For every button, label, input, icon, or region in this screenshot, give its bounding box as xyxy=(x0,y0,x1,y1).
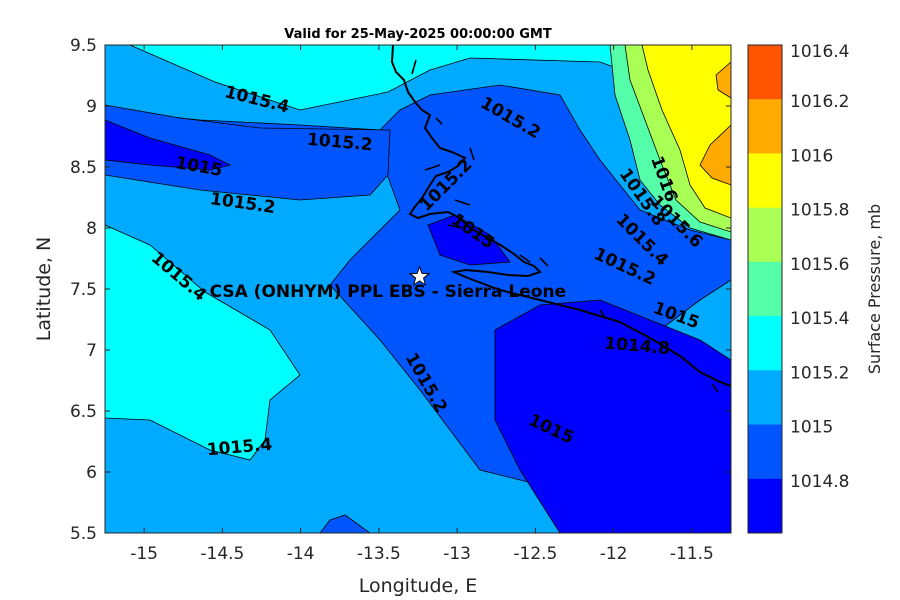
y-tick-label: 6 xyxy=(86,463,97,483)
y-tick-label: 8 xyxy=(86,219,97,239)
fill-1015-0-northwest xyxy=(105,104,391,201)
x-axis: -15 -14.5 -14 -13.5 -13 -12.5 -12 -11.5 xyxy=(130,45,714,564)
fill-1014-8-nw xyxy=(105,119,232,171)
colorbar-frame xyxy=(747,44,783,534)
fill-1015-0-south-west xyxy=(319,514,371,533)
y-tick-label: 7 xyxy=(86,341,97,361)
y-axis: 9.5 9 8.5 8 7.5 7 6.5 6 5.5 xyxy=(70,36,731,544)
colorbar: 1016.4 1016.2 1016 1015.8 1015.6 1015.4 1015.2… xyxy=(747,42,849,534)
x-tick-label: -15 xyxy=(130,544,158,564)
x-tick-label: -12.5 xyxy=(513,544,557,564)
fill-1016-2-ne xyxy=(699,124,731,186)
fill-1014-8-se xyxy=(494,299,731,533)
y-axis-title: Latitude, N xyxy=(33,237,55,342)
x-tick-label: -12 xyxy=(600,544,628,564)
x-axis-title: Longitude, E xyxy=(359,575,478,597)
y-tick-label: 5.5 xyxy=(70,524,97,544)
colorbar-swatch xyxy=(748,424,782,480)
coastline-islands xyxy=(411,59,719,393)
colorbar-swatch xyxy=(748,316,782,371)
y-tick-label: 9 xyxy=(86,97,97,117)
x-tick-label: -13 xyxy=(443,544,471,564)
y-tick-label: 8.5 xyxy=(70,158,97,178)
colorbar-tick-label: 1015.4 xyxy=(790,309,849,329)
x-tick-label: -13.5 xyxy=(357,544,401,564)
colorbar-swatch xyxy=(748,207,782,263)
colorbar-swatch xyxy=(748,261,782,317)
contour-map-area xyxy=(105,45,731,533)
y-tick-label: 6.5 xyxy=(70,402,97,422)
y-tick-label: 7.5 xyxy=(70,280,97,300)
colorbar-swatch xyxy=(748,153,782,209)
colorbar-tick-label: 1015.6 xyxy=(790,255,849,275)
colorbar-tick-label: 1014.8 xyxy=(790,472,849,492)
colorbar-swatch xyxy=(748,370,782,426)
colorbar-tick-label: 1015.2 xyxy=(790,363,849,383)
fill-1016-2-ne-top xyxy=(715,61,731,99)
site-label: CSA (ONHYM) PPL EBS - Sierra Leone xyxy=(210,282,567,302)
colorbar-tick-label: 1016.2 xyxy=(790,92,849,112)
colorbar-title: Surface Pressure, mb xyxy=(865,204,884,374)
fill-1015-4-north xyxy=(129,45,731,111)
colorbar-swatch xyxy=(748,99,782,154)
colorbar-tick-label: 1015 xyxy=(790,418,833,438)
site-star-icon xyxy=(408,265,431,287)
colorbar-swatch xyxy=(748,45,782,100)
fill-1015-4-west xyxy=(105,224,301,461)
x-tick-label: -14.5 xyxy=(200,544,244,564)
site-marker-group: CSA (ONHYM) PPL EBS - Sierra Leone xyxy=(210,265,567,302)
y-tick-label: 9.5 xyxy=(70,36,97,56)
colorbar-tick-label: 1016.4 xyxy=(790,42,849,62)
x-tick-label: -14 xyxy=(287,544,315,564)
colorbar-tick-label: 1015.8 xyxy=(790,201,849,221)
colorbar-swatch xyxy=(748,478,782,534)
plot-title: Valid for 25-May-2025 00:00:00 GMT xyxy=(284,27,552,42)
coastline xyxy=(390,45,731,387)
x-tick-label: -11.5 xyxy=(670,544,714,564)
colorbar-tick-label: 1016 xyxy=(790,146,833,166)
